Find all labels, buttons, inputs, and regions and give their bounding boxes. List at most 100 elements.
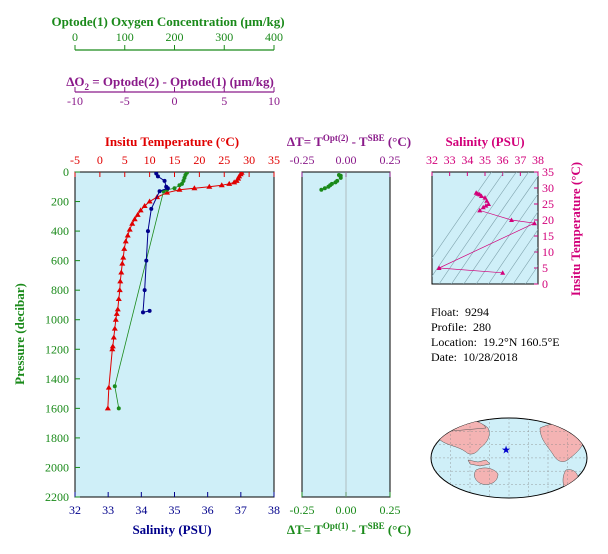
- ts-y-tick-label: 25: [542, 197, 554, 211]
- delta-o2-axis-title: ΔO2 = Optode(2) - Optode(1) (μm/kg): [66, 74, 274, 92]
- ts-x-tick-label: 38: [532, 153, 544, 167]
- temperature-point: [146, 198, 153, 204]
- salinity-point: [157, 189, 162, 194]
- oxygen-tick-label: 200: [166, 30, 184, 44]
- ts-x-tick-label: 34: [461, 153, 473, 167]
- pressure-tick-label: 1000: [45, 313, 69, 327]
- salinity-tick-label: 34: [135, 503, 147, 517]
- location-row: Location: 19.2°N 160.5°E: [431, 335, 560, 350]
- ts-x-tick-label: 36: [497, 153, 509, 167]
- ts-y-tick-label: 0: [542, 277, 548, 291]
- ts-density-contour: [525, 265, 538, 284]
- location-label: Location:: [431, 335, 477, 349]
- delta-t-point: [319, 187, 324, 192]
- temperature-point: [129, 220, 136, 226]
- pressure-tick-label: 600: [51, 254, 69, 268]
- temperature-tick-label: 5: [122, 153, 128, 167]
- delta-t-point: [322, 186, 327, 191]
- ts-y-tick-label: 5: [542, 261, 548, 275]
- delta-t-top-tick-label: 0.00: [336, 153, 357, 167]
- location-value: 19.2°N 160.5°E: [482, 335, 560, 349]
- ts-x-tick-label: 32: [426, 153, 438, 167]
- ts-point: [477, 207, 483, 213]
- oxygen-axis: Optode(1) Oxygen Concentration (μm/kg) 0…: [51, 14, 285, 51]
- delta-t-bottom-tick-label: -0.25: [290, 503, 315, 517]
- ts-y-tick-label: 15: [542, 229, 554, 243]
- pressure-tick-label: 1400: [45, 372, 69, 386]
- temperature-tick-label: -5: [70, 153, 80, 167]
- oxygen-tick-label: 100: [116, 30, 134, 44]
- ts-density-contour: [451, 172, 530, 284]
- temperature-point: [113, 310, 120, 316]
- oxygen-tick-label: 400: [265, 30, 283, 44]
- delta-t-top-tick-label: 0.25: [380, 153, 401, 167]
- temperature-tick-label: 20: [193, 153, 205, 167]
- ts-y-tick-label: 10: [542, 245, 554, 259]
- salinity-tick-label: 36: [202, 503, 214, 517]
- pressure-tick-label: 1200: [45, 342, 69, 356]
- delta-o2-tick-label: 0: [172, 94, 178, 108]
- delta-o2-tick-label: 10: [268, 94, 280, 108]
- temperature-point: [115, 296, 122, 302]
- temperature-point: [109, 346, 116, 352]
- ts-point: [500, 270, 506, 275]
- main-plot-area: [74, 171, 275, 498]
- temperature-point: [105, 384, 112, 390]
- ts-plot-area: [431, 171, 539, 285]
- ts-point: [436, 265, 442, 270]
- oxygen-point: [112, 384, 117, 389]
- salinity-tick-label: 35: [169, 503, 181, 517]
- salinity-point: [142, 288, 147, 293]
- ts-density-contour: [432, 172, 505, 277]
- date-row: Date: 10/28/2018: [431, 350, 560, 365]
- ts-y-tick-label: 30: [542, 181, 554, 195]
- pressure-tick-label: 1600: [45, 401, 69, 415]
- ts-density-contour: [500, 229, 538, 284]
- temperature-point: [191, 185, 198, 191]
- temperature-point: [122, 238, 129, 244]
- oxygen-axis-title: Optode(1) Oxygen Concentration (μm/kg): [51, 14, 284, 29]
- temperature-tick-label: 10: [144, 153, 156, 167]
- temperature-point: [114, 306, 121, 312]
- date-label: Date:: [431, 350, 457, 364]
- profile-value: 280: [473, 320, 491, 334]
- ts-salinity-title: Salinity (PSU): [445, 134, 524, 149]
- temperature-point: [226, 180, 233, 186]
- salinity-point: [145, 229, 150, 234]
- temperature-point: [176, 186, 183, 192]
- ts-point: [531, 220, 537, 226]
- temperature-point: [112, 316, 119, 322]
- salinity-point: [165, 186, 170, 191]
- temperature-point: [218, 182, 225, 188]
- temperature-axis-title: Insitu Temperature (°C): [105, 134, 239, 149]
- temperature-tick-label: 30: [243, 153, 255, 167]
- delta-t-top-title: ΔT= TOpt(2) - TSBE (°C): [287, 133, 411, 149]
- delta-t-point: [326, 184, 331, 189]
- salinity-axis-title: Salinity (PSU): [132, 522, 211, 537]
- salinity-tick-label: 37: [235, 503, 247, 517]
- pressure-tick-label: 800: [51, 283, 69, 297]
- salinity-tick-label: 32: [69, 503, 81, 517]
- salinity-point: [162, 178, 167, 183]
- float-info: Float: 9294 Profile: 280 Location: 19.2°…: [431, 305, 560, 365]
- float-label: Float:: [431, 305, 460, 319]
- ts-panel: Salinity (PSU) Insitu Temperature (°C) 3…: [426, 134, 583, 296]
- delta-o2-tick-label: 5: [221, 94, 227, 108]
- temperature-tick-label: 35: [268, 153, 280, 167]
- delta-o2-tick-label: -5: [120, 94, 130, 108]
- ts-y-tick-label: 35: [542, 165, 554, 179]
- delta-t-bottom-tick-label: 0.00: [336, 503, 357, 517]
- ts-point: [483, 203, 489, 208]
- main-profile-panel: Insitu Temperature (°C) -5 0 5 10 15 20 25 30 35…: [12, 134, 280, 537]
- salinity-tick-label: 38: [268, 503, 280, 517]
- delta-t-panel: ΔT= TOpt(2) - TSBE (°C) ΔT= TOpt(1) - TS…: [287, 133, 411, 537]
- pressure-tick-label: 1800: [45, 431, 69, 445]
- temperature-point: [117, 278, 124, 284]
- ts-point: [482, 195, 488, 200]
- pressure-tick-label: 200: [51, 195, 69, 209]
- salinity-point: [155, 174, 160, 179]
- location-map: ★: [430, 417, 588, 499]
- temperature-point: [134, 211, 141, 217]
- oxygen-tick-label: 300: [215, 30, 233, 44]
- oxygen-point: [116, 406, 121, 411]
